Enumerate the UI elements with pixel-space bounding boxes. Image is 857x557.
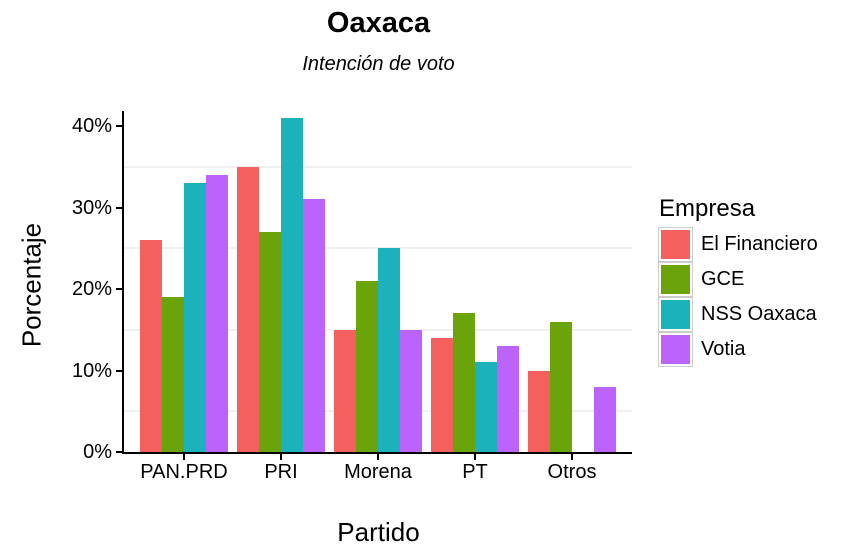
x-tick-label: PAN.PRD	[140, 461, 228, 483]
legend-item-label: El Financiero	[701, 233, 818, 255]
legend-item-nss-oaxaca: NSS Oaxaca	[658, 297, 818, 332]
bar-votia-pt	[497, 346, 519, 452]
bar-votia-pri	[303, 199, 325, 452]
legend-items: El Financiero GCE NSS Oaxaca Votia	[658, 227, 818, 367]
legend-key-swatch	[658, 227, 693, 262]
x-tick	[377, 454, 379, 460]
y-tick	[116, 206, 122, 209]
x-axis-line	[122, 452, 632, 454]
bar-gce-pt	[453, 313, 475, 452]
bar-el-financiero-pri	[237, 166, 259, 452]
y-axis-line	[122, 111, 124, 454]
bar-el-financiero-pan-prd	[140, 240, 162, 452]
legend-item-label: NSS Oaxaca	[701, 303, 817, 325]
bar-nss-oaxaca-pan-prd	[184, 183, 206, 452]
bar-gce-otros	[550, 321, 572, 452]
legend-item-gce: GCE	[658, 262, 818, 297]
x-tick-label: Morena	[344, 461, 412, 483]
x-tick-label: PRI	[264, 461, 298, 483]
bar-gce-pri	[259, 231, 281, 452]
legend-title: Empresa	[659, 195, 756, 222]
y-tick-label: 20%	[71, 278, 112, 300]
bar-nss-oaxaca-pt	[475, 362, 497, 452]
y-tick-label: 10%	[71, 359, 112, 382]
x-tick	[571, 454, 573, 460]
legend-item-votia: Votia	[658, 332, 818, 367]
y-tick	[116, 369, 122, 372]
legend-key-swatch	[658, 297, 693, 332]
chart-title: Oaxaca	[326, 7, 431, 39]
y-tick	[116, 125, 122, 127]
bar-el-financiero-pt	[431, 337, 453, 452]
x-tick-label: Otros	[547, 461, 597, 483]
y-tick	[116, 288, 122, 290]
legend-key-color	[661, 265, 690, 294]
legend-key-swatch	[658, 332, 693, 367]
legend-key-color	[661, 230, 690, 259]
y-tick-label: 30%	[71, 196, 112, 219]
x-tick	[183, 454, 185, 460]
bar-nss-oaxaca-pri	[281, 117, 303, 452]
legend: Empresa El Financiero GCE NSS Oaxaca Votia	[658, 195, 818, 367]
legend-item-el-financiero: El Financiero	[658, 227, 818, 262]
legend-key-swatch	[658, 262, 693, 297]
bar-gce-morena	[356, 280, 378, 452]
minor-gridline	[124, 165, 632, 168]
bar-votia-pan-prd	[206, 174, 228, 452]
legend-item-label: Votia	[701, 338, 746, 360]
legend-item-label: GCE	[701, 268, 745, 290]
y-tick-label: 0%	[83, 441, 112, 463]
bar-el-financiero-morena	[334, 329, 356, 452]
y-tick-label: 40%	[71, 115, 112, 137]
plot-panel	[124, 111, 632, 452]
x-axis-title: Partido	[337, 517, 420, 547]
chart-subtitle: Intención de voto	[302, 53, 455, 75]
y-tick	[116, 451, 122, 453]
x-tick-label: PT	[462, 461, 488, 483]
bar-gce-pan-prd	[162, 297, 184, 452]
legend-key-color	[661, 335, 690, 364]
bar-votia-morena	[400, 329, 422, 452]
x-tick	[474, 454, 476, 460]
legend-key-color	[661, 300, 690, 329]
bar-el-financiero-otros	[528, 370, 550, 452]
bar-nss-oaxaca-morena	[378, 248, 400, 452]
x-tick	[280, 454, 282, 460]
bar-votia-otros	[594, 386, 616, 452]
